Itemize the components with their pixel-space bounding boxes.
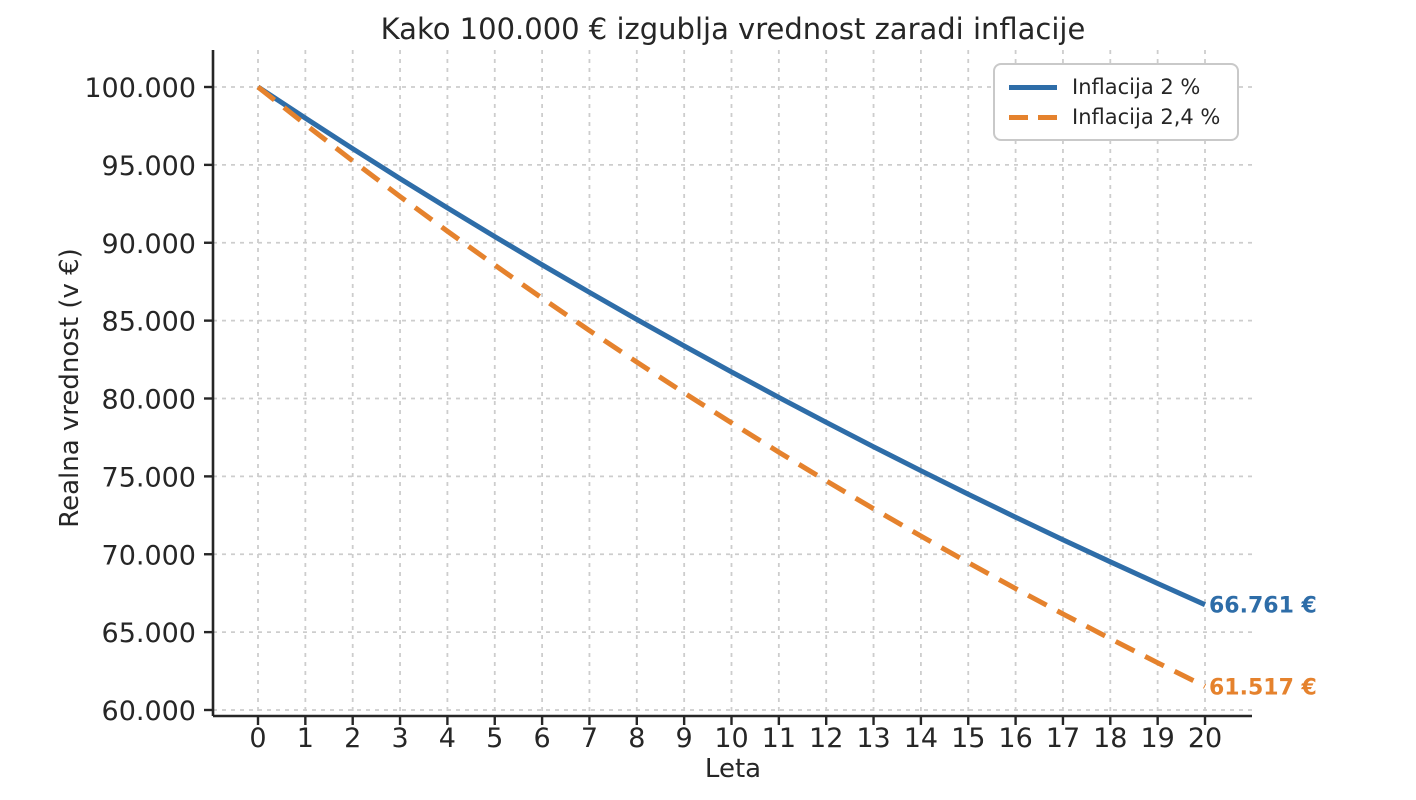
x-tick-label: 18 bbox=[1093, 723, 1127, 754]
y-tick-label: 75.000 bbox=[102, 462, 196, 493]
series-line-inflacija-2- bbox=[256, 84, 1207, 607]
axis-spines bbox=[211, 50, 1252, 718]
x-tick-label: 8 bbox=[628, 723, 645, 754]
series-line-inflacija-2-4- bbox=[256, 85, 1207, 689]
x-tick-label: 7 bbox=[581, 723, 598, 754]
x-tick-labels: 0 1 2 3 4 5 6 7 8 9 10 11 12 13 14 15 16 17 18 19 20 bbox=[249, 723, 1222, 754]
legend-label: Inflacija 2 % bbox=[1072, 75, 1201, 99]
x-tick-label: 3 bbox=[391, 723, 408, 754]
y-axis-label: Realna vrednost (v €) bbox=[55, 248, 85, 528]
tick-marks bbox=[204, 85, 1207, 725]
y-tick-label: 60.000 bbox=[102, 696, 196, 727]
x-tick-label: 20 bbox=[1188, 723, 1222, 754]
y-tick-label: 100.000 bbox=[84, 73, 196, 104]
end-value-annotation-inflacija-2-4-: 61.517 € bbox=[1209, 675, 1317, 700]
y-tick-label: 85.000 bbox=[102, 307, 196, 338]
legend-dash-segment bbox=[1038, 114, 1057, 120]
legend: Inflacija 2 % Inflacija 2,4 % bbox=[993, 63, 1239, 141]
legend-item-inflacija-2-4: Inflacija 2,4 % bbox=[995, 105, 1237, 129]
x-tick-label: 5 bbox=[486, 723, 503, 754]
end-value-annotation-inflacija-2-: 66.761 € bbox=[1209, 594, 1317, 619]
x-tick-label: 9 bbox=[676, 723, 693, 754]
legend-item-inflacija-2: Inflacija 2 % bbox=[995, 75, 1237, 99]
x-tick-label: 16 bbox=[998, 723, 1032, 754]
x-tick-label: 4 bbox=[439, 723, 456, 754]
x-tick-label: 19 bbox=[1140, 723, 1174, 754]
x-tick-label: 14 bbox=[904, 723, 938, 754]
legend-label: Inflacija 2,4 % bbox=[1072, 105, 1221, 129]
x-tick-label: 1 bbox=[297, 723, 314, 754]
x-tick-label: 0 bbox=[249, 723, 266, 754]
x-axis-label: Leta bbox=[704, 754, 762, 784]
x-tick-label: 15 bbox=[951, 723, 985, 754]
legend-solid-line-swatch bbox=[1009, 84, 1057, 90]
y-tick-labels: 60.000 65.000 70.000 75.000 80.000 85.000 90.0… bbox=[84, 73, 196, 727]
x-tick-label: 6 bbox=[534, 723, 551, 754]
x-tick-label: 12 bbox=[809, 723, 843, 754]
x-tick-label: 17 bbox=[1046, 723, 1080, 754]
y-tick-label: 65.000 bbox=[102, 618, 196, 649]
y-tick-label: 70.000 bbox=[102, 540, 196, 571]
x-tick-label: 11 bbox=[762, 723, 796, 754]
x-tick-label: 10 bbox=[714, 723, 748, 754]
x-tick-label: 13 bbox=[856, 723, 890, 754]
y-tick-label: 80.000 bbox=[102, 385, 196, 416]
gridlines bbox=[213, 50, 1252, 716]
y-tick-label: 95.000 bbox=[102, 151, 196, 182]
legend-dashed-line-swatch bbox=[1009, 114, 1057, 120]
x-tick-label: 2 bbox=[344, 723, 361, 754]
chart-title: Kako 100.000 € izgublja vrednost zaradi … bbox=[380, 12, 1086, 46]
y-tick-label: 90.000 bbox=[102, 229, 196, 260]
legend-dash-segment bbox=[1009, 114, 1028, 120]
